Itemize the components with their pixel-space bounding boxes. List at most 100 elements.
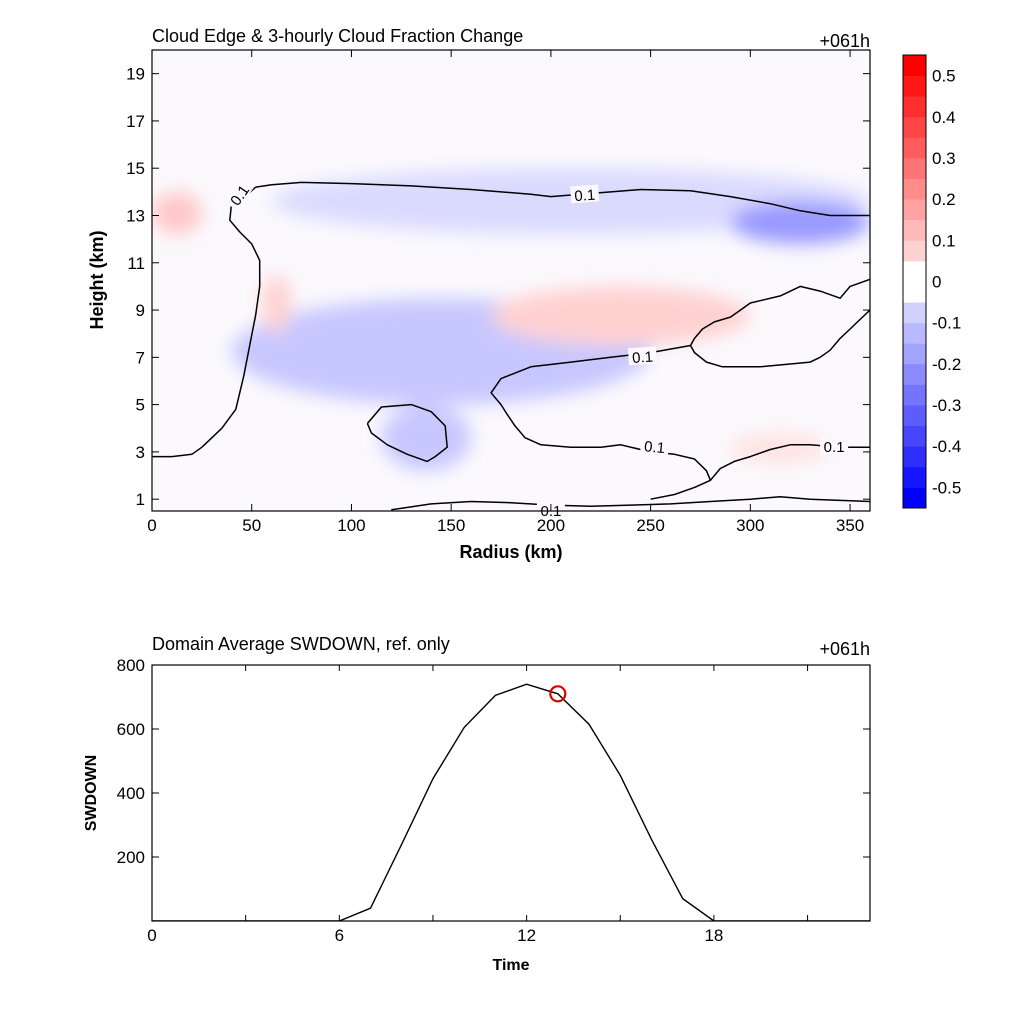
bottom-x-ticks: 0 6 12 18 (147, 665, 809, 945)
bottom-y-tick-label: 200 (117, 848, 145, 867)
top-x-tick-label: 250 (636, 516, 664, 535)
colorbar-frame (902, 54, 927, 509)
colorbar-tick-label: -0.3 (932, 396, 961, 415)
colorbar-tick-label: -0.4 (932, 437, 961, 456)
contour-label-2: 0.1 (627, 346, 658, 367)
contour-label-text: 0.1 (632, 349, 654, 367)
field-region-7 (730, 432, 831, 464)
top-x-tick-label: 100 (337, 516, 365, 535)
field-region-5 (152, 191, 202, 235)
bottom-y-tick-label: 400 (117, 784, 145, 803)
contour-label-4: 0.1 (820, 437, 849, 456)
contour-label-bg (627, 346, 658, 366)
bottom-y-axis-label: SWDOWN (83, 755, 100, 831)
colorbar-tick-label: 0 (932, 273, 941, 292)
bottom-x-tick-label: 12 (517, 926, 536, 945)
top-x-tick-label: 350 (836, 516, 864, 535)
contour-label-bg (640, 436, 670, 456)
field-region-4 (491, 286, 751, 346)
top-x-tick-label: 0 (147, 516, 156, 535)
colorbar-band (903, 157, 926, 179)
colorbar-tick-label: -0.1 (932, 314, 961, 333)
top-x-tick-label: 300 (736, 516, 764, 535)
colorbar-band (903, 96, 926, 118)
top-x-tick-label: 200 (537, 516, 565, 535)
contour-label-bg (223, 178, 254, 211)
colorbar-band (903, 55, 926, 76)
cloud-edge-contours (152, 181, 870, 511)
contour-label-3: 0.1 (640, 436, 670, 457)
contour-line-6 (391, 496, 870, 511)
cloud-fraction-panel: Cloud Edge & 3-hourly Cloud Fraction Cha… (87, 26, 961, 562)
colorbar-band (903, 425, 926, 447)
contour-line-3 (689, 278, 870, 368)
top-x-ticks: 0 50 100 150 200 250 300 350 (147, 50, 864, 535)
colorbar-tick-label: 0.4 (932, 108, 956, 127)
top-x-tick-label: 50 (242, 516, 261, 535)
contour-label-text: 0.1 (574, 187, 596, 205)
field-region-1 (730, 201, 870, 244)
colorbar-tick-label: -0.5 (932, 478, 961, 497)
top-x-tick-label: 150 (437, 516, 465, 535)
contour-line-0 (255, 181, 870, 217)
colorbar-band (903, 240, 926, 262)
top-y-tick-label: 1 (136, 490, 145, 509)
colorbar-band (903, 302, 926, 324)
colorbar: 0.5 0.4 0.3 0.2 0.1 0 -0.1 -0.2 -0.3 -0.4 -0.5 (902, 54, 961, 509)
contour-label-bg (820, 437, 849, 455)
bottom-x-axis-label: Time (492, 957, 529, 974)
top-chart-title: Cloud Edge & 3-hourly Cloud Fraction Cha… (152, 26, 523, 46)
colorbar-tick-label: 0.2 (932, 190, 956, 209)
contour-label-text: 0.1 (643, 438, 665, 457)
top-y-tick-label: 15 (126, 159, 145, 178)
cloud-fraction-field (152, 168, 870, 471)
bottom-y-tick-label: 600 (117, 720, 145, 739)
field-region-3 (381, 404, 472, 471)
contour-line-2 (366, 403, 448, 463)
top-plot-frame (151, 49, 871, 512)
bottom-plot-background (152, 665, 870, 921)
top-y-tick-label: 11 (127, 254, 145, 273)
colorbar-band (903, 199, 926, 221)
top-y-tick-label: 5 (136, 396, 145, 415)
colorbar-band (903, 466, 926, 488)
top-x-axis-label: Radius (km) (459, 542, 562, 562)
bottom-x-tick-label: 6 (335, 926, 344, 945)
field-region-6 (261, 274, 292, 334)
field-region-0 (271, 168, 870, 235)
colorbar-band (903, 116, 926, 138)
contour-label-text: 0.1 (824, 439, 845, 456)
top-y-tick-label: 17 (126, 112, 145, 131)
bottom-x-tick-label: 0 (147, 926, 156, 945)
swdown-panel: Domain Average SWDOWN, ref. only +061h 0… (83, 634, 871, 974)
colorbar-band (903, 446, 926, 468)
colorbar-band (903, 343, 926, 365)
contour-line-4 (490, 344, 712, 500)
top-y-tick-label: 19 (126, 65, 145, 84)
colorbar-band (903, 137, 926, 159)
colorbar-band (903, 260, 926, 303)
colorbar-tick-label: -0.2 (932, 355, 961, 374)
colorbar-band (903, 219, 926, 241)
bottom-y-ticks: 200 400 600 800 (117, 656, 870, 867)
top-y-tick-label: 9 (136, 301, 145, 320)
bottom-x-tick-label: 18 (704, 926, 723, 945)
current-time-marker (549, 685, 567, 703)
colorbar-band (903, 178, 926, 200)
contour-label-1: 0.1 (570, 184, 600, 205)
colorbar-band (903, 75, 926, 97)
top-chart-time-label: +061h (819, 31, 870, 51)
colorbar-tick-label: 0.1 (932, 231, 956, 250)
bottom-chart-title: Domain Average SWDOWN, ref. only (152, 634, 450, 654)
colorbar-tick-label: 0.5 (932, 67, 956, 86)
top-y-axis-label: Height (km) (87, 230, 107, 329)
colorbar-tick-label: 0.3 (932, 149, 956, 168)
bottom-y-tick-label: 800 (117, 656, 145, 675)
colorbar-band (903, 487, 926, 509)
swdown-series-line (152, 683, 870, 921)
top-y-tick-label: 3 (136, 443, 145, 462)
contour-line-1 (152, 186, 261, 458)
colorbar-band (903, 322, 926, 344)
